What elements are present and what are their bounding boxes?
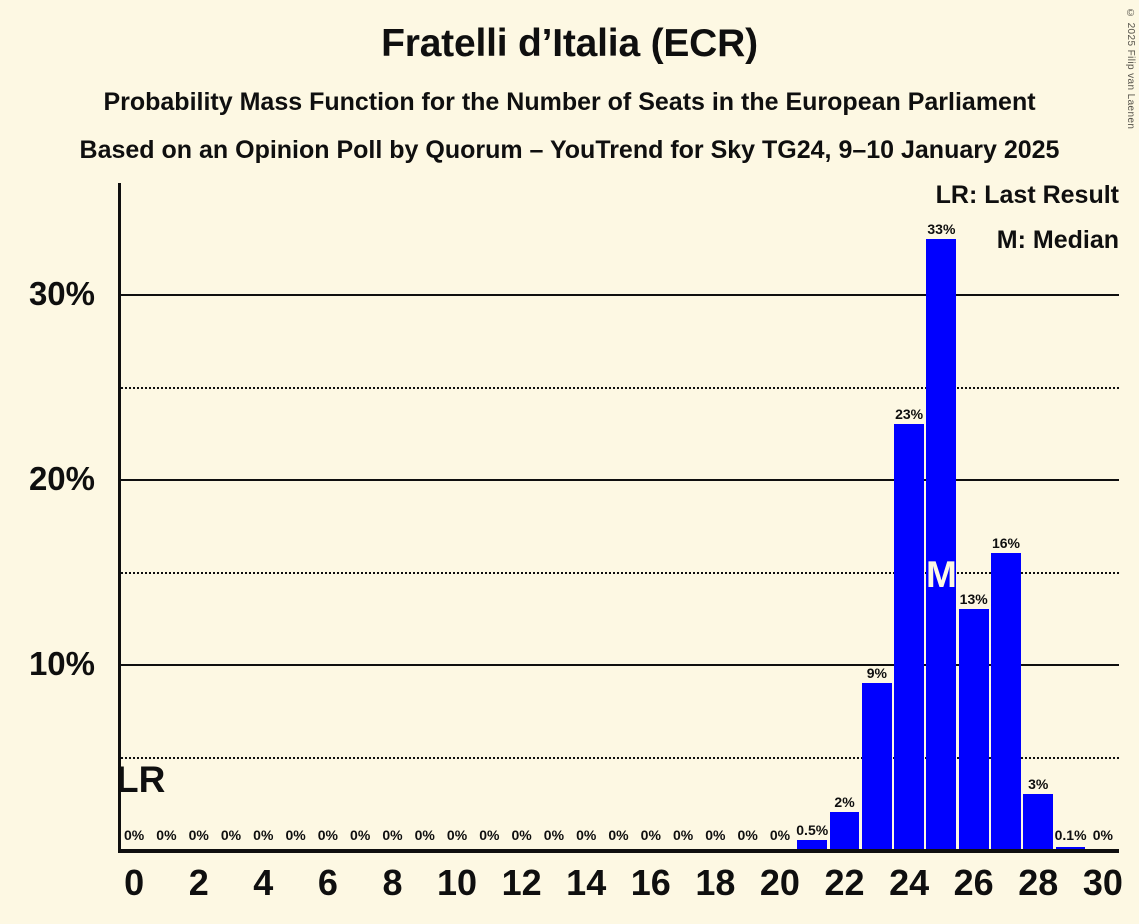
bar-value-label: 0% — [124, 827, 145, 843]
chart-legend: LR: Last Result M: Median — [936, 183, 1119, 253]
y-axis-tick-label: 20% — [28, 460, 95, 497]
bar-value-label: 16% — [991, 535, 1020, 551]
gridline-minor — [118, 386, 1119, 389]
bar-value-label: 0% — [543, 827, 565, 843]
bar-value-label: 0% — [188, 827, 209, 843]
bar-value-label: 2% — [834, 794, 855, 810]
chart-subtitle: Probability Mass Function for the Number… — [103, 88, 1036, 116]
bar-value-label: 0% — [220, 827, 242, 843]
x-axis-tick-label: 22 — [824, 862, 865, 903]
last-result-marker: LR — [116, 758, 166, 800]
x-axis-tick-label: 18 — [695, 862, 736, 903]
bar-value-label: 0% — [769, 827, 791, 843]
bar — [991, 553, 1021, 849]
gridline-minor — [118, 756, 1119, 759]
bar — [829, 812, 860, 849]
bar-value-label: 0% — [317, 827, 338, 843]
x-axis-tick-label: 2 — [188, 862, 209, 903]
bar-value-label: 33% — [927, 220, 956, 237]
x-axis-tick-label: 26 — [953, 862, 994, 903]
bar-value-label: 0% — [479, 827, 500, 843]
bar-value-label: 0.1% — [1054, 827, 1087, 843]
x-axis-tick-label: 8 — [382, 862, 403, 903]
x-axis-tick-label: 16 — [630, 862, 671, 903]
median-marker: M — [925, 553, 957, 595]
bar — [1055, 847, 1086, 849]
x-axis-tick-label: 0 — [124, 862, 145, 903]
x-axis-tick-label: 30 — [1082, 862, 1123, 903]
bar-value-label: 23% — [895, 405, 924, 422]
bar-value-label: 0% — [737, 827, 758, 843]
gridline-major — [118, 664, 1119, 666]
x-axis-tick-label: 28 — [1018, 862, 1059, 903]
bar — [861, 682, 892, 849]
bar-value-label: 0% — [156, 827, 177, 843]
bar-value-label: 0% — [350, 827, 371, 843]
gridline-major — [118, 479, 1119, 481]
bar-value-label: 0% — [640, 827, 661, 843]
legend-item-last-result: LR: Last Result — [935, 181, 1119, 209]
bar-value-label: 0% — [1092, 827, 1113, 843]
bar — [1023, 793, 1054, 849]
page-title: Fratelli d’Italia (ECR) — [381, 22, 758, 65]
bar-value-label: 0% — [446, 827, 468, 843]
bar-value-label: 9% — [866, 664, 887, 681]
y-axis-tick-label: 30% — [28, 275, 95, 312]
bar — [926, 238, 957, 849]
bar-value-label: 0% — [285, 827, 306, 843]
x-axis-tick-label: 20 — [759, 862, 800, 903]
bar-value-label: 0% — [253, 827, 274, 843]
bar-value-label: 0% — [576, 827, 597, 843]
gridline-minor — [118, 571, 1119, 574]
x-axis-tick-label: 12 — [501, 862, 542, 903]
y-axis-tick-label: 10% — [28, 645, 95, 682]
x-axis-tick-label: 10 — [437, 862, 478, 903]
bar — [958, 608, 989, 849]
bar-value-label: 0% — [511, 827, 532, 843]
y-axis-line — [118, 183, 121, 852]
x-axis-line — [118, 849, 1119, 853]
x-axis-tick-label: 6 — [317, 862, 338, 903]
copyright-notice: © 2025 Filip van Laenen — [1125, 8, 1136, 130]
bar — [797, 839, 828, 849]
legend-item-median: M: Median — [996, 226, 1119, 254]
bar-value-label: 0% — [672, 827, 694, 843]
bar-value-label: 3% — [1028, 775, 1049, 792]
bar-value-label: 13% — [959, 590, 988, 607]
x-axis-tick-label: 24 — [889, 862, 930, 903]
chart-source-note: Based on an Opinion Poll by Quorum – You… — [79, 136, 1060, 164]
bar-value-label: 0% — [705, 827, 726, 843]
bar — [894, 423, 925, 849]
bar-value-label: 0% — [608, 827, 629, 843]
plot-area: 10% 20% 30% 0% 0% 0% 0% 0% 0% 0% 0% 0% 0% 0% 0% 0% 0% 0% 0… — [29, 183, 1119, 849]
bar-value-label: 0% — [414, 827, 435, 843]
gridline-major — [118, 294, 1119, 296]
bar-value-label: 0% — [382, 827, 403, 843]
x-axis-tick-label: 14 — [566, 862, 607, 903]
bar-value-label: 0.5% — [796, 821, 829, 838]
x-axis-tick-label: 4 — [253, 862, 274, 903]
